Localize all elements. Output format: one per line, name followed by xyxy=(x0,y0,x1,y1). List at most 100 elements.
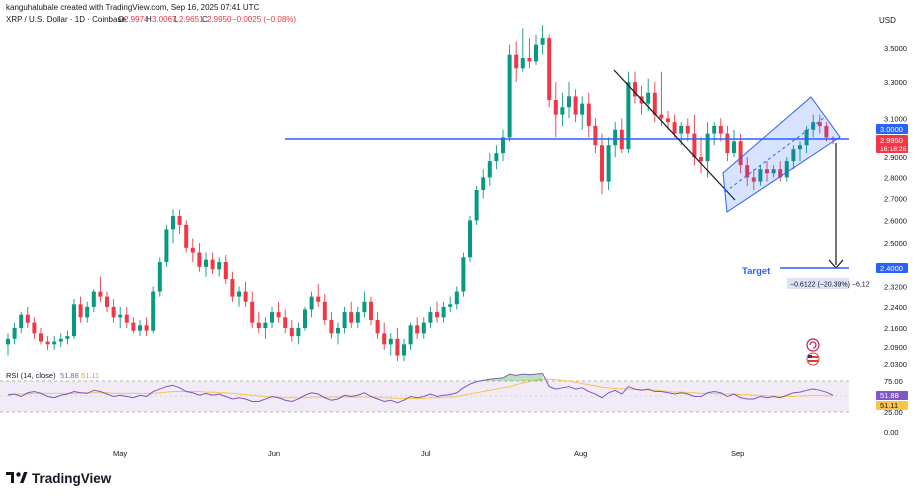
candle-body[interactable] xyxy=(573,96,578,115)
candle-body[interactable] xyxy=(6,338,10,345)
candle-body[interactable] xyxy=(679,125,684,134)
candle-body[interactable] xyxy=(751,177,756,182)
candle-body[interactable] xyxy=(250,301,255,323)
candle-body[interactable] xyxy=(171,215,175,230)
rsi-line[interactable] xyxy=(7,373,834,404)
candle-body[interactable] xyxy=(791,149,796,162)
candle-body[interactable] xyxy=(237,291,241,297)
candle-body[interactable] xyxy=(303,309,307,328)
candle-body[interactable] xyxy=(111,306,116,318)
candle-body[interactable] xyxy=(270,312,274,323)
candle-body[interactable] xyxy=(652,92,657,115)
candle-body[interactable] xyxy=(593,125,598,146)
candle-body[interactable] xyxy=(718,125,723,134)
candle-body[interactable] xyxy=(415,325,420,334)
candle-body[interactable] xyxy=(468,220,472,258)
candle-body[interactable] xyxy=(118,314,123,318)
candle-body[interactable] xyxy=(19,314,24,328)
symbol-line[interactable]: XRP / U.S. Dollar · 1D · Coinbase xyxy=(6,15,126,24)
candle-body[interactable] xyxy=(52,341,57,345)
candle-body[interactable] xyxy=(243,291,248,302)
candle-body[interactable] xyxy=(144,325,149,331)
price-axis[interactable]: 3.5000 3.3000 3.1000 2.9000 2.8000 2.7000 2.60… xyxy=(884,44,907,369)
candle-body[interactable] xyxy=(164,229,169,263)
time-axis[interactable]: May Jun Jul Aug Sep xyxy=(113,449,744,458)
candle-body[interactable] xyxy=(435,312,439,318)
candle-body[interactable] xyxy=(316,296,321,302)
candle-body[interactable] xyxy=(276,312,281,318)
candle-body[interactable] xyxy=(461,257,466,292)
candle-body[interactable] xyxy=(322,301,327,320)
candle-body[interactable] xyxy=(85,306,90,318)
candle-body[interactable] xyxy=(45,341,50,345)
descending-trend-line[interactable] xyxy=(613,69,736,201)
candle-body[interactable] xyxy=(204,259,208,267)
candle-body[interactable] xyxy=(58,338,63,342)
candle-body[interactable] xyxy=(586,103,591,126)
candle-body[interactable] xyxy=(402,344,406,356)
candle-body[interactable] xyxy=(157,262,162,292)
rsi-axis[interactable]: 75.00 25.00 0.00 xyxy=(884,377,903,437)
candle-body[interactable] xyxy=(514,54,519,69)
candle-body[interactable] xyxy=(39,333,43,342)
tradingview-logo-icon[interactable] xyxy=(6,472,28,483)
candle-body[interactable] xyxy=(712,125,717,134)
candle-body[interactable] xyxy=(32,322,37,334)
candle-body[interactable] xyxy=(408,325,413,345)
candle-body[interactable] xyxy=(382,333,387,345)
candle-body[interactable] xyxy=(283,317,288,328)
candle-body[interactable] xyxy=(817,122,822,126)
candle-body[interactable] xyxy=(501,137,505,154)
candle-body[interactable] xyxy=(560,107,565,115)
candle-body[interactable] xyxy=(692,133,697,158)
candle-body[interactable] xyxy=(263,322,268,328)
candle-body[interactable] xyxy=(685,125,690,134)
candle-body[interactable] xyxy=(296,327,301,337)
candle-body[interactable] xyxy=(98,291,103,297)
candle-body[interactable] xyxy=(362,301,367,313)
candle-body[interactable] xyxy=(210,259,215,270)
candle-body[interactable] xyxy=(25,314,30,323)
candle-body[interactable] xyxy=(184,224,189,248)
candle-body[interactable] xyxy=(230,279,235,297)
candle-body[interactable] xyxy=(395,338,400,356)
candle-body[interactable] xyxy=(705,133,710,162)
candle-body[interactable] xyxy=(771,169,776,174)
candle-body[interactable] xyxy=(474,190,479,221)
candle-body[interactable] xyxy=(824,125,829,138)
candle-body[interactable] xyxy=(369,301,373,320)
candle-body[interactable] xyxy=(12,327,17,339)
candle-body[interactable] xyxy=(421,322,426,334)
candle-body[interactable] xyxy=(738,141,743,166)
candle-body[interactable] xyxy=(646,92,651,104)
candle-body[interactable] xyxy=(527,58,532,62)
candle-body[interactable] xyxy=(223,262,228,280)
candle-body[interactable] xyxy=(375,319,380,334)
candle-body[interactable] xyxy=(289,327,294,337)
candle-body[interactable] xyxy=(309,296,314,310)
candle-body[interactable] xyxy=(672,122,677,134)
candle-body[interactable] xyxy=(256,322,261,328)
candle-body[interactable] xyxy=(758,169,763,182)
us-flag-icon[interactable] xyxy=(806,352,820,366)
event-dividend-icon[interactable] xyxy=(806,338,820,352)
candle-body[interactable] xyxy=(520,58,525,69)
candle-body[interactable] xyxy=(65,336,70,339)
candle-body[interactable] xyxy=(131,322,136,331)
candle-body[interactable] xyxy=(659,114,664,119)
candle-body[interactable] xyxy=(428,312,433,323)
candle-body[interactable] xyxy=(778,169,783,178)
candle-body[interactable] xyxy=(547,38,552,100)
candle-body[interactable] xyxy=(507,54,512,138)
candle-body[interactable] xyxy=(349,312,354,323)
candle-body[interactable] xyxy=(336,327,340,334)
candle-body[interactable] xyxy=(666,118,670,123)
candle-body[interactable] xyxy=(190,247,195,253)
candle-body[interactable] xyxy=(355,312,360,323)
candle-body[interactable] xyxy=(534,44,538,62)
candle-body[interactable] xyxy=(448,304,453,307)
candle-body[interactable] xyxy=(138,325,142,331)
candle-body[interactable] xyxy=(177,215,182,225)
candle-body[interactable] xyxy=(487,161,492,178)
candle-body[interactable] xyxy=(580,103,585,115)
